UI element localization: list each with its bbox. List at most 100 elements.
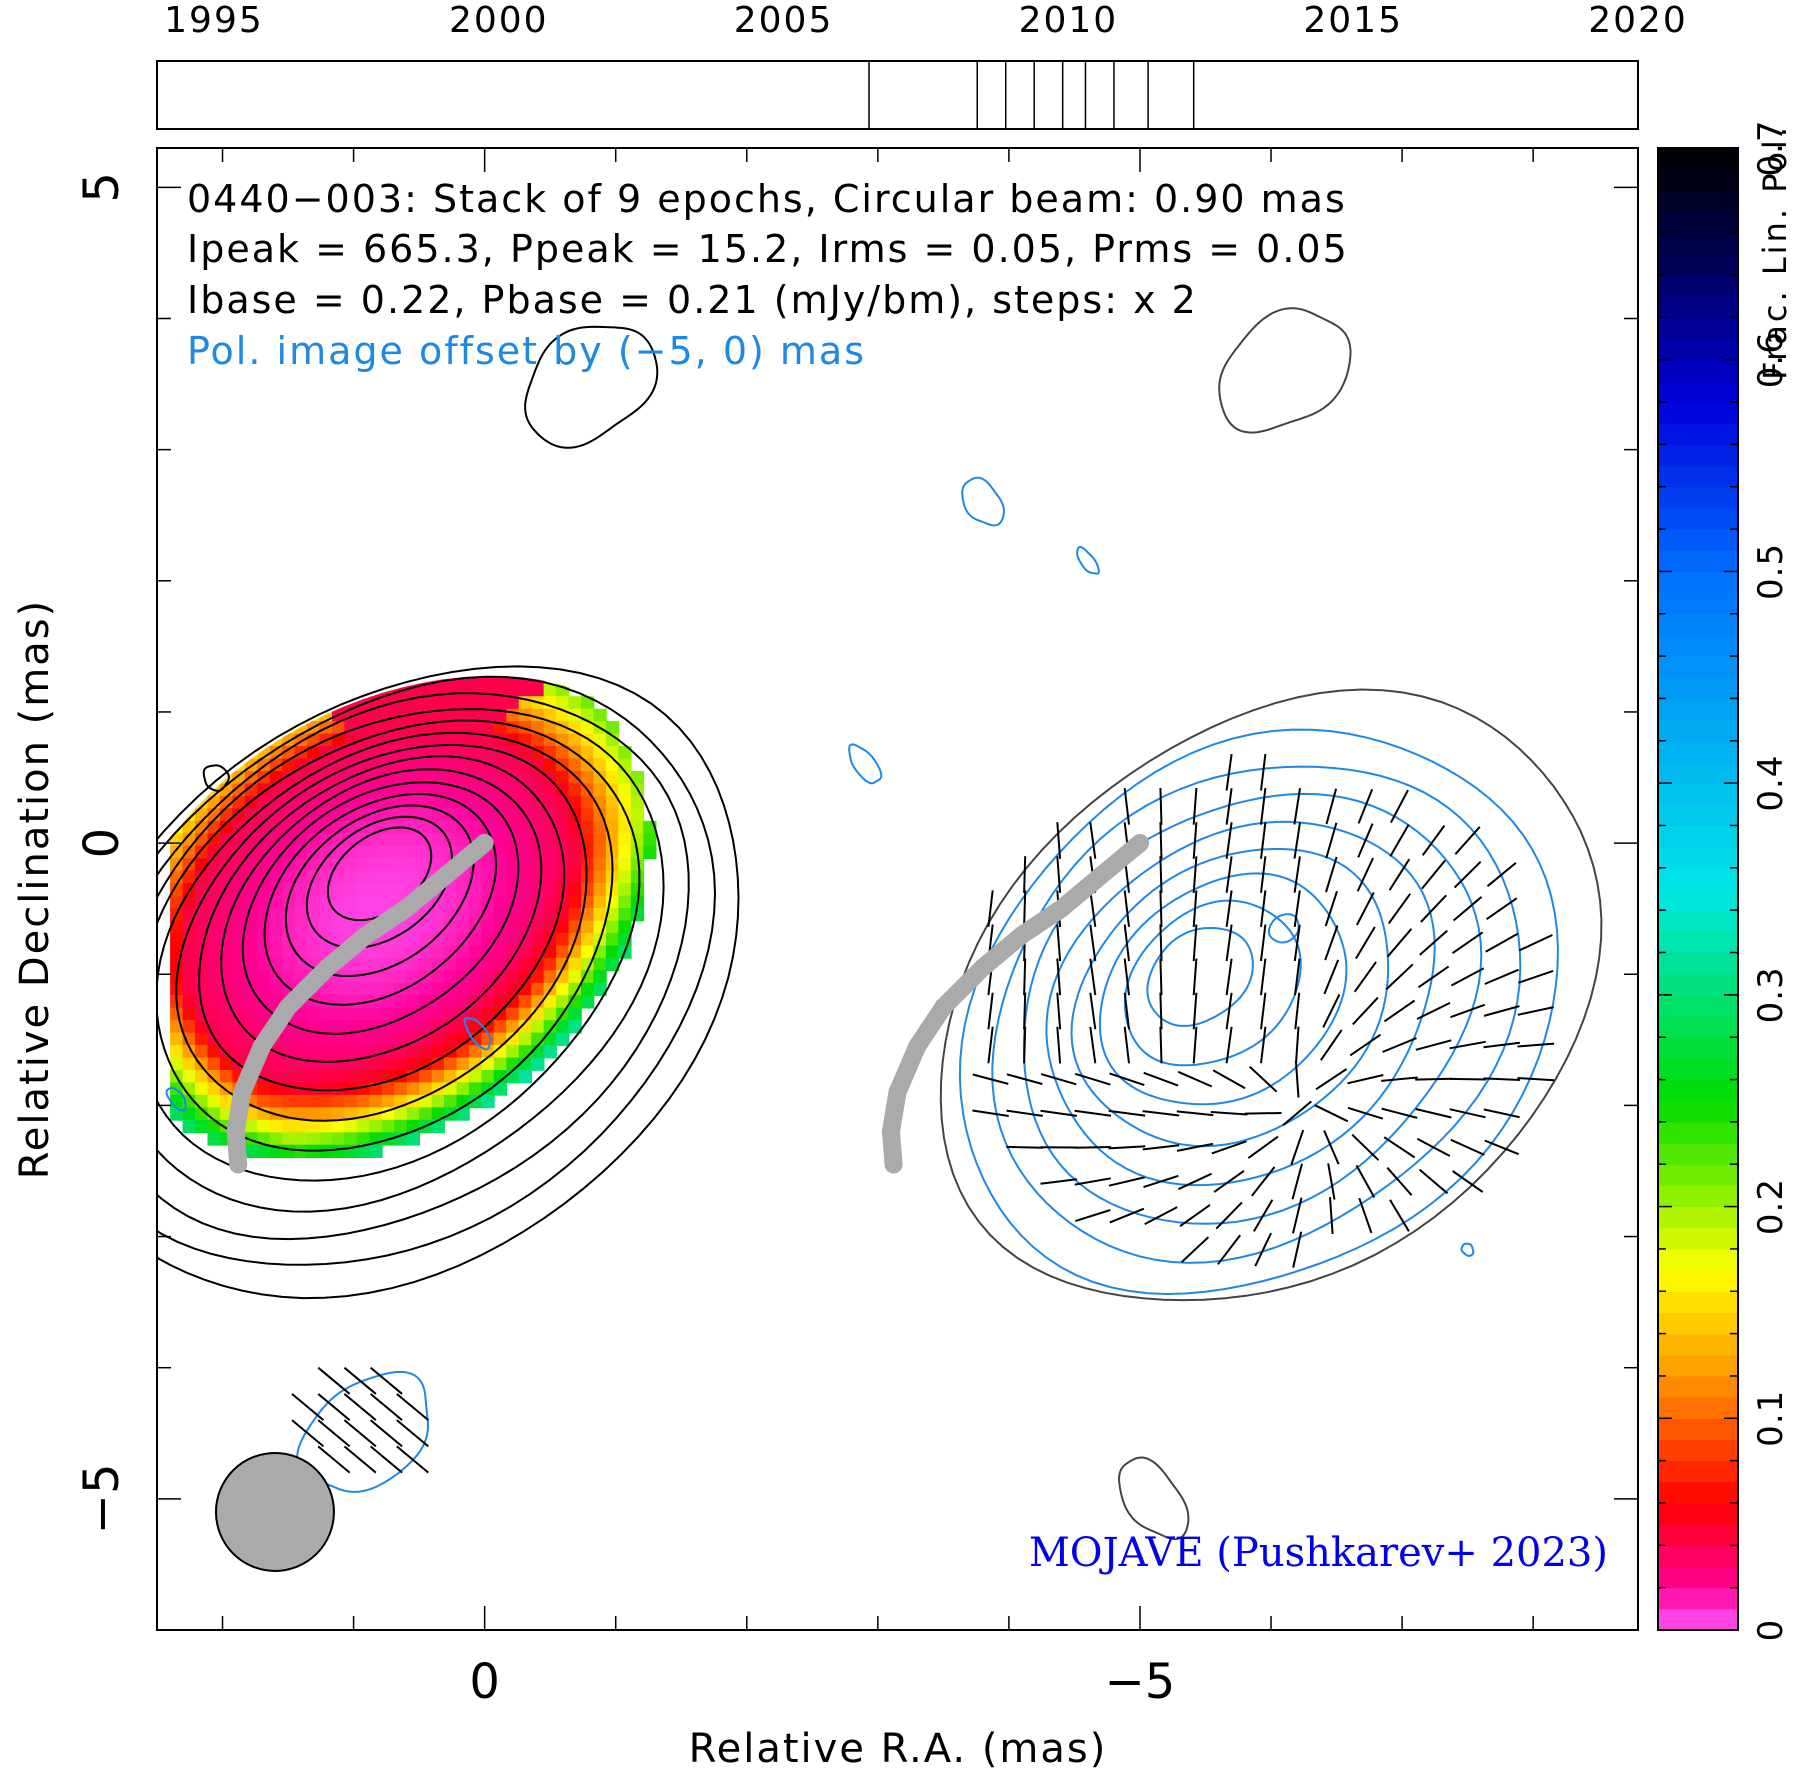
evpa-tick — [369, 1393, 403, 1421]
fracpol-pixel — [494, 659, 507, 672]
evpa-tick — [1260, 924, 1267, 962]
fracpol-pixel — [219, 908, 234, 922]
colorbar-tick-label: 0.3 — [1751, 966, 1791, 1023]
fracpol-pixel — [444, 883, 458, 897]
fracpol-pixel — [356, 895, 371, 909]
evpa-tick — [1453, 860, 1482, 889]
y-axis-label: Relative Declination (mas) — [12, 599, 58, 1179]
pol-blob — [848, 743, 883, 785]
fracpol-pixel — [344, 795, 358, 810]
evpa-tick — [369, 1419, 403, 1448]
evpa-tick — [1293, 856, 1301, 893]
timeline-tick-label: 2010 — [1019, 0, 1119, 41]
pol-blob — [1076, 546, 1100, 575]
fracpol-pixel — [493, 870, 508, 884]
fracpol-pixel — [356, 883, 371, 897]
evpa-tick — [972, 1109, 1009, 1117]
fracpol-pixel — [170, 920, 184, 934]
fracpol-pixel — [219, 1070, 234, 1084]
fracpol-pixel — [493, 908, 508, 922]
fracpol-pixel — [543, 995, 557, 1009]
fracpol-pixel — [406, 795, 420, 810]
fracpol-pixel — [493, 795, 508, 810]
fracpol-pixel — [207, 1082, 221, 1096]
fracpol-pixel — [381, 895, 396, 909]
colorbar-cell — [1658, 1354, 1738, 1377]
fracpol-pixel — [481, 696, 495, 710]
fracpol-pixel — [332, 1057, 346, 1071]
fracpol-pixel — [244, 783, 259, 797]
fracpol-pixel — [518, 908, 532, 922]
fracpol-pixel — [332, 1070, 346, 1084]
fracpol-pixel — [294, 883, 308, 897]
evpa-tick — [1415, 1108, 1452, 1119]
evpa-tick — [1176, 1110, 1214, 1117]
fracpol-pixel — [444, 1020, 458, 1034]
fracpol-pixel — [618, 783, 632, 797]
fracpol-pixel — [195, 970, 209, 984]
fracpol-pixel — [269, 808, 283, 822]
fracpol-pixel — [269, 1094, 283, 1109]
fracpol-pixel — [319, 982, 333, 997]
fracpol-pixel — [493, 833, 508, 847]
fracpol-pixel — [518, 858, 532, 872]
evpa-tick — [1074, 1072, 1111, 1086]
fracpol-pixel — [506, 696, 520, 710]
fracpol-pixel — [319, 883, 333, 897]
colorbar-cell — [1658, 931, 1738, 954]
fracpol-pixel — [356, 1045, 371, 1059]
fracpol-pixel — [319, 1107, 333, 1121]
fracpol-pixel — [630, 771, 645, 785]
timeline-box — [156, 60, 1639, 130]
fracpol-pixel — [182, 1057, 196, 1071]
fracpol-pixel — [257, 858, 271, 872]
fracpol-pixel — [381, 1119, 396, 1134]
fracpol-pixel — [406, 970, 420, 984]
fracpol-pixel — [468, 1082, 483, 1096]
fracpol-pixel — [568, 970, 582, 984]
fracpol-pixel — [493, 1007, 508, 1021]
evpa-tick — [369, 1445, 403, 1474]
fracpol-pixel — [518, 721, 532, 735]
fracpol-pixel — [581, 908, 595, 922]
fracpol-pixel — [406, 1082, 420, 1096]
fracpol-pixel — [506, 721, 520, 735]
evpa-tick — [1159, 890, 1163, 928]
fracpol-pixel — [282, 920, 296, 934]
evpa-tick — [1415, 1039, 1452, 1051]
fracpol-pixel — [431, 783, 445, 797]
fracpol-pixel — [568, 870, 582, 884]
fracpol-pixel — [419, 995, 433, 1009]
fracpol-pixel — [468, 1070, 483, 1084]
fracpol-pixel — [207, 1007, 221, 1021]
fracpol-pixel — [593, 845, 607, 859]
colorbar-cell — [1658, 296, 1738, 318]
evpa-tick — [317, 1419, 351, 1448]
fracpol-pixel — [332, 746, 346, 760]
fracpol-pixel — [232, 908, 246, 922]
evpa-tick — [1356, 891, 1375, 926]
fracpol-pixel — [332, 808, 346, 822]
fracpol-pixel — [468, 696, 483, 710]
fracpol-pixel — [531, 982, 545, 997]
fracpol-pixel — [506, 995, 520, 1009]
evpa-tick — [1260, 992, 1267, 1030]
fracpol-pixel — [207, 1119, 221, 1134]
fracpol-pixel — [493, 945, 508, 959]
fracpol-pixel — [481, 932, 495, 947]
fracpol-pixel — [531, 920, 545, 934]
fracpol-pixel — [195, 870, 209, 884]
fracpol-pixel — [307, 683, 321, 697]
fracpol-pixel — [381, 758, 396, 772]
fracpol-pixel — [581, 758, 595, 772]
fracpol-pixel — [605, 883, 620, 897]
evpa-tick — [1452, 896, 1483, 922]
stokes-i-contour — [220, 768, 543, 1063]
fracpol-pixel — [406, 708, 420, 722]
fracpol-pixel — [232, 1045, 246, 1059]
fracpol-pixel — [170, 883, 184, 897]
fracpol-pixel — [543, 708, 557, 722]
fracpol-pixel — [406, 945, 420, 959]
fracpol-pixel — [481, 1032, 495, 1046]
evpa-tick — [317, 1445, 351, 1474]
